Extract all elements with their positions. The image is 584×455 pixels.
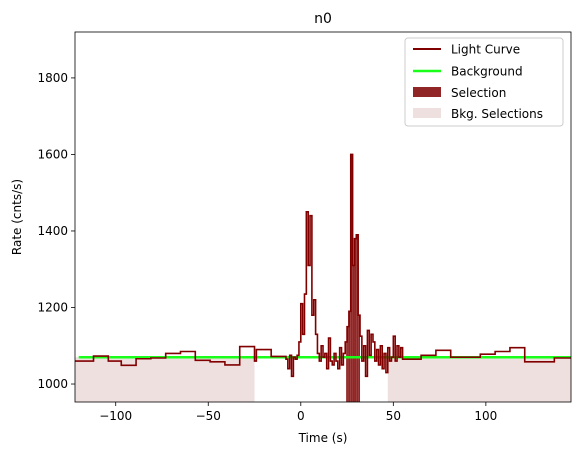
y-tick-label: 1000: [37, 377, 68, 391]
x-axis-label: Time (s): [298, 431, 348, 445]
legend: Light Curve Background Selection Bkg. Se…: [404, 37, 564, 127]
legend-bkg-selections-label: Bkg. Selections: [451, 107, 543, 121]
x-tick-label: 50: [386, 409, 401, 423]
y-axis: 1000 1200 1400 1600 1800: [37, 71, 75, 391]
selection-bar: [347, 326, 349, 402]
legend-background-label: Background: [451, 65, 523, 79]
light-curve-layer: [75, 153, 571, 378]
x-tick-label: 100: [474, 409, 497, 423]
legend-bkg-selections-swatch: [413, 108, 441, 118]
bkg-selection-region: [75, 357, 255, 402]
light-curve-line: [75, 153, 571, 378]
legend-selection-label: Selection: [451, 86, 506, 100]
selection-bar: [358, 315, 361, 402]
legend-selection-swatch: [413, 87, 441, 97]
y-axis-label: Rate (cnts/s): [10, 179, 24, 255]
bkg-selection-region: [387, 357, 571, 402]
x-tick-label: −100: [99, 409, 132, 423]
selection-bar: [352, 265, 355, 402]
y-tick-label: 1600: [37, 147, 68, 161]
x-tick-label: 0: [297, 409, 305, 423]
selection-bar: [354, 238, 357, 402]
plot-area: [75, 153, 571, 402]
selection-bar: [350, 154, 353, 402]
x-axis: −100 −50 0 50 100: [99, 402, 497, 423]
legend-box: [404, 37, 564, 127]
y-tick-label: 1200: [37, 300, 68, 314]
chart-title: n0: [314, 11, 332, 27]
axes-frame: [74, 31, 572, 403]
selection-bar: [356, 234, 359, 402]
x-tick-label: −50: [196, 409, 221, 423]
y-tick-label: 1400: [37, 224, 68, 238]
selection-bar: [346, 341, 348, 402]
legend-light-curve-label: Light Curve: [451, 43, 520, 57]
y-tick-label: 1800: [37, 71, 68, 85]
